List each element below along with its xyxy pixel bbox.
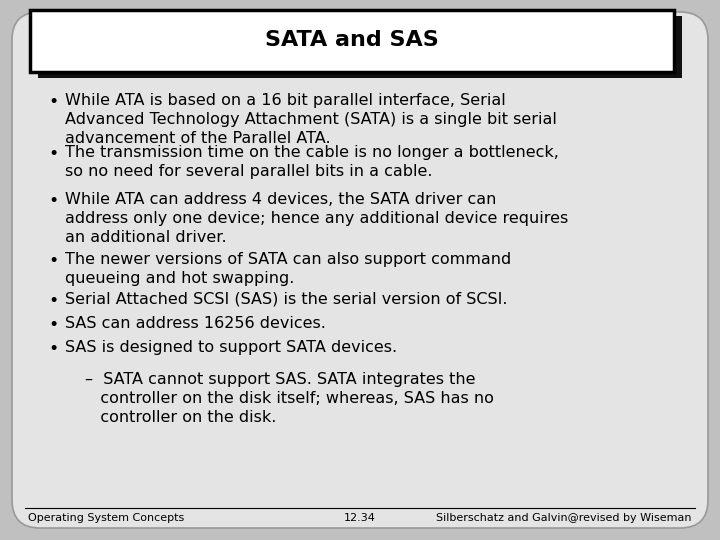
FancyBboxPatch shape [38,16,682,78]
Text: •: • [48,340,58,358]
FancyBboxPatch shape [12,12,708,528]
Text: The newer versions of SATA can also support command
queueing and hot swapping.: The newer versions of SATA can also supp… [65,252,511,286]
Text: Serial Attached SCSI (SAS) is the serial version of SCSI.: Serial Attached SCSI (SAS) is the serial… [65,292,508,307]
Text: SAS can address 16256 devices.: SAS can address 16256 devices. [65,316,326,331]
Text: SAS is designed to support SATA devices.: SAS is designed to support SATA devices. [65,340,397,355]
Text: Operating System Concepts: Operating System Concepts [28,513,184,523]
Text: •: • [48,316,58,334]
FancyBboxPatch shape [30,10,674,72]
Text: While ATA can address 4 devices, the SATA driver can
address only one device; he: While ATA can address 4 devices, the SAT… [65,192,568,245]
Text: While ATA is based on a 16 bit parallel interface, Serial
Advanced Technology At: While ATA is based on a 16 bit parallel … [65,93,557,146]
Text: •: • [48,93,58,111]
Text: –  SATA cannot support SAS. SATA integrates the
   controller on the disk itself: – SATA cannot support SAS. SATA integrat… [85,372,494,426]
Text: •: • [48,292,58,310]
Text: The transmission time on the cable is no longer a bottleneck,
so no need for sev: The transmission time on the cable is no… [65,145,559,179]
Text: 12.34: 12.34 [344,513,376,523]
Text: SATA and SAS: SATA and SAS [265,30,439,50]
Text: •: • [48,145,58,163]
Text: •: • [48,192,58,210]
Text: Silberschatz and Galvin@revised by Wiseman: Silberschatz and Galvin@revised by Wisem… [436,513,692,523]
Text: •: • [48,252,58,270]
